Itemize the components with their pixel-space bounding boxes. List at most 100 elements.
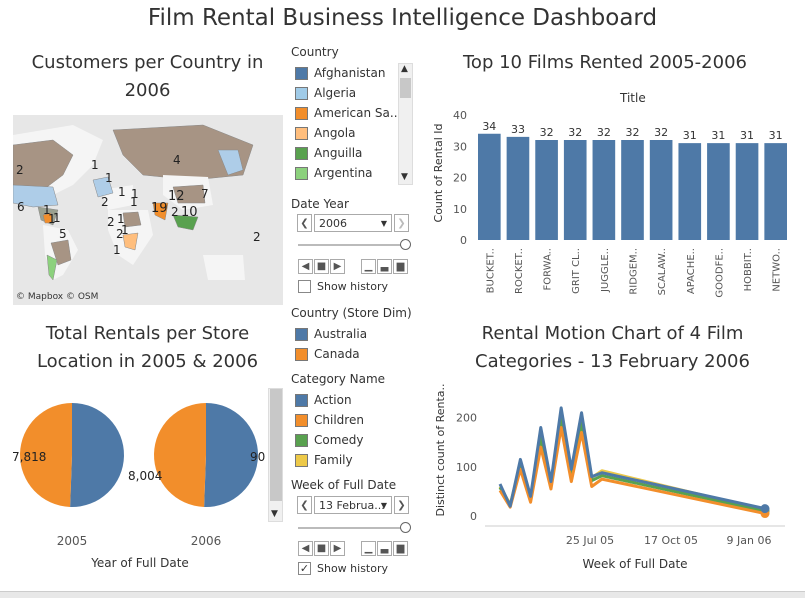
country-filter-label: Anguilla <box>314 146 363 160</box>
date-year-slider-knob[interactable] <box>400 239 411 250</box>
map-count-label: 6 <box>17 200 25 214</box>
map-count-label: 1 <box>105 171 113 185</box>
play-back-icon[interactable]: ◀ <box>298 541 313 556</box>
map-count-label: 2 <box>101 195 109 209</box>
pies-chart[interactable]: 2005 2006 7,818 8,004 90 Year of Full Date <box>0 375 268 575</box>
world-map-svg <box>13 124 254 281</box>
map-count-label: 2 <box>253 230 261 244</box>
store-legend-item[interactable]: Canada <box>295 344 360 364</box>
date-year-select[interactable]: 2006 ▼ <box>314 214 392 232</box>
pause-icon[interactable]: ■ <box>314 541 329 556</box>
week-slider-track[interactable] <box>298 527 406 529</box>
world-map[interactable]: 2 4 1 1 1 1 2 1 12 7 6 1 19 2 10 1 1 5 2 2 1 1 2 1 © Mapbox © O… <box>13 115 283 305</box>
map-title-line2: 2006 <box>124 80 171 101</box>
week-show-history-checkbox[interactable]: ✓ <box>298 562 311 575</box>
motion-title: Rental Motion Chart of 4 Film Categories… <box>430 320 795 376</box>
week-next-button[interactable]: ❯ <box>394 496 409 514</box>
scroll-thumb[interactable] <box>270 389 282 501</box>
bar-category-label: BUCKET.. <box>485 248 496 293</box>
motion-xtick: 9 Jan 06 <box>727 534 772 547</box>
speed-slow-icon[interactable]: ▁ <box>361 541 376 556</box>
category-legend-swatch <box>295 433 308 447</box>
top-films-ylabel: Count of Rental Id <box>432 124 445 223</box>
speed-medium-icon[interactable]: ▃ <box>377 259 392 274</box>
category-legend-label: Comedy <box>314 433 364 447</box>
country-filter-item[interactable]: Angola <box>295 123 355 143</box>
date-year-title: Date Year <box>291 197 349 211</box>
speed-fast-icon[interactable]: ▆ <box>393 541 408 556</box>
pies-scrollbar[interactable]: ▼ <box>268 388 283 522</box>
map-count-label: 1 <box>43 203 51 217</box>
pies-title: Total Rentals per Store Location in 2005… <box>10 320 285 376</box>
play-forward-icon[interactable]: ▶ <box>330 541 345 556</box>
bar-value-label: 32 <box>540 126 554 139</box>
country-filter-item[interactable]: Anguilla <box>295 143 362 163</box>
date-year-show-history-checkbox[interactable] <box>298 280 311 293</box>
category-legend-item[interactable]: Comedy <box>295 430 364 450</box>
bar-category-label: JUGGLE.. <box>600 248 611 293</box>
series-line-action <box>498 406 766 511</box>
bar <box>764 143 787 240</box>
category-legend-item[interactable]: Action <box>295 390 352 410</box>
pie-value-label: 8,004 <box>128 469 162 483</box>
sheet-tabs-bar[interactable] <box>0 591 805 598</box>
store-legend-item[interactable]: Australia <box>295 324 367 344</box>
date-year-slider-track[interactable] <box>298 244 406 246</box>
map-count-label: 1 <box>118 185 126 199</box>
category-legend-label: Family <box>314 453 353 467</box>
country-brazil <box>50 239 72 266</box>
chevron-down-icon: ▼ <box>380 218 387 228</box>
date-year-next-button[interactable]: ❯ <box>394 214 409 232</box>
week-prev-button[interactable]: ❮ <box>297 496 312 514</box>
bar-value-label: 31 <box>683 129 697 142</box>
category-legend-label: Children <box>314 413 364 427</box>
country-angola <box>122 232 139 251</box>
country-filter-item[interactable]: Argentina <box>295 163 373 183</box>
country-filter-item[interactable]: Algeria <box>295 83 356 103</box>
bar <box>621 140 644 240</box>
pie-year-label: 2006 <box>191 534 222 548</box>
country-filter-item[interactable]: Afghanistan <box>295 63 385 83</box>
motion-xtick: 25 Jul 05 <box>566 534 614 547</box>
motion-ylabel: Distinct count of Renta.. <box>434 383 447 516</box>
play-back-icon[interactable]: ◀ <box>298 259 313 274</box>
top-films-chart[interactable]: Count of Rental Id 0 10 20 30 40 34 BUCKET.. 33 R… <box>430 105 795 310</box>
scroll-up-icon[interactable]: ▲ <box>401 64 408 74</box>
bar <box>678 143 702 240</box>
category-legend-item[interactable]: Family <box>295 450 353 470</box>
map-title-line1: Customers per Country in <box>31 52 264 73</box>
week-select[interactable]: 13 Februa... ▼ <box>314 496 392 514</box>
speed-slow-icon[interactable]: ▁ <box>361 259 376 274</box>
bar-category-label: GRIT CL.. <box>571 248 582 294</box>
map-count-label: 1 <box>130 195 138 209</box>
country-filter-swatch <box>295 86 308 100</box>
land-australia <box>203 255 245 280</box>
country-list-scrollbar[interactable]: ▲ ▼ <box>398 63 413 185</box>
scroll-down-icon[interactable]: ▼ <box>401 172 408 182</box>
map-count-label: 1 <box>117 212 125 226</box>
bar-category-label: FORWA.. <box>543 248 554 291</box>
bar-category-label: RIDGEM.. <box>629 248 640 295</box>
map-count-label: 12 <box>168 189 185 204</box>
map-count-label: 10 <box>181 205 198 220</box>
country-filter-label: Argentina <box>314 166 373 180</box>
country-china <box>172 184 206 204</box>
scroll-thumb[interactable] <box>400 78 411 98</box>
motion-title-line2: Categories - 13 February 2006 <box>475 351 750 372</box>
country-filter-label: Afghanistan <box>314 66 386 80</box>
country-filter-item[interactable]: American Sa.. <box>295 103 398 123</box>
speed-medium-icon[interactable]: ▃ <box>377 541 392 556</box>
speed-fast-icon[interactable]: ▆ <box>393 259 408 274</box>
play-forward-icon[interactable]: ▶ <box>330 259 345 274</box>
pie-slice-canada <box>20 403 73 507</box>
date-year-prev-button[interactable]: ❮ <box>297 214 312 232</box>
motion-chart[interactable]: Distinct count of Renta.. 0 100 200 25 Jul 0… <box>430 380 800 575</box>
category-legend-swatch <box>295 413 308 427</box>
series-line-children <box>498 426 766 516</box>
pie-year-label: 2005 <box>57 534 88 548</box>
week-slider-knob[interactable] <box>400 522 411 533</box>
map-count-label: 1 <box>91 158 99 172</box>
pause-icon[interactable]: ■ <box>314 259 329 274</box>
category-legend-item[interactable]: Children <box>295 410 364 430</box>
scroll-down-icon[interactable]: ▼ <box>271 509 278 519</box>
